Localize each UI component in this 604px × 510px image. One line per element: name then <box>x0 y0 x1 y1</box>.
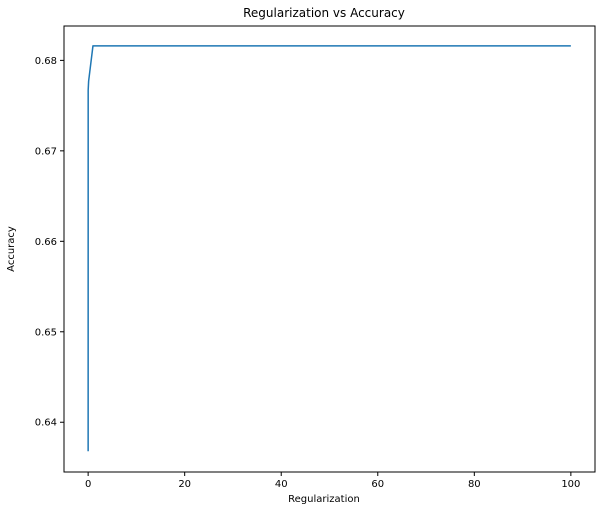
x-axis-ticks: 0 20 40 60 80 100 <box>85 472 580 490</box>
y-tick-label: 0.67 <box>35 146 57 157</box>
x-tick-label: 80 <box>468 479 481 490</box>
plot-area: 0 20 40 60 80 100 0.64 0.65 0.66 0.67 0.68 <box>35 25 596 490</box>
y-tick-label: 0.66 <box>35 237 57 248</box>
x-tick-label: 40 <box>275 479 288 490</box>
y-tick-label: 0.65 <box>35 327 57 338</box>
x-tick-label: 100 <box>561 479 580 490</box>
axes-frame <box>63 25 596 473</box>
x-tick-label: 20 <box>178 479 191 490</box>
series-line-0 <box>87 45 571 452</box>
series-layer <box>87 45 571 452</box>
y-axis-label: Accuracy <box>6 226 17 272</box>
y-tick-label: 0.64 <box>35 418 57 429</box>
y-axis-ticks: 0.64 0.65 0.66 0.67 0.68 <box>35 56 64 429</box>
axes-background <box>64 26 595 472</box>
chart-title: Regularization vs Accuracy <box>243 6 405 20</box>
x-axis-label: Regularization <box>288 494 360 505</box>
x-tick-label: 60 <box>371 479 384 490</box>
x-tick-label: 0 <box>85 479 91 490</box>
y-tick-label: 0.68 <box>35 56 57 67</box>
